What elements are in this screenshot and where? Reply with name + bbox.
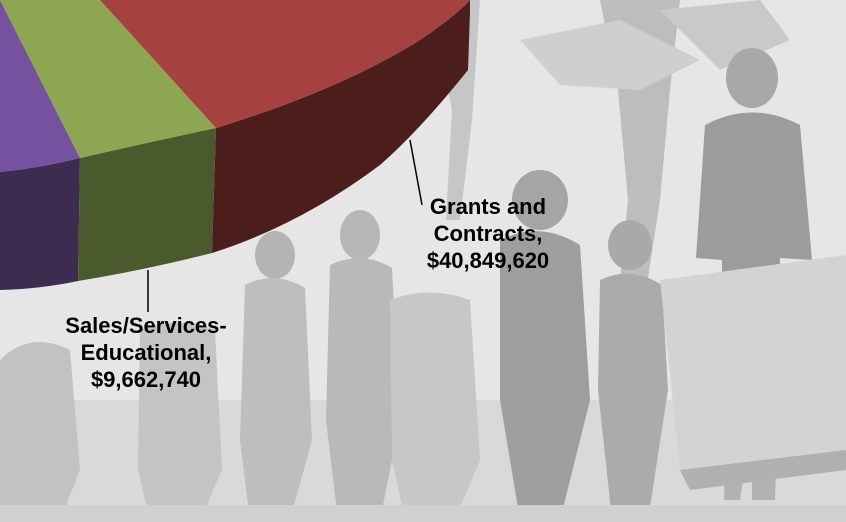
data-label-sales: Sales/Services- Educational, $9,662,740	[52, 312, 240, 393]
data-label-grants: Grants and Contracts, $40,849,620	[404, 193, 572, 274]
pie-slice-grants-side	[212, 0, 470, 253]
pie-slice-sales-side	[78, 128, 216, 281]
data-label-grants-line-2: Contracts,	[433, 221, 543, 246]
pie-slice-purple-side	[0, 158, 80, 290]
data-label-grants-line-1: Grants and	[429, 194, 547, 219]
pie-slice-sales-top	[0, 0, 216, 158]
data-label-sales-line-1: Sales/Services-	[65, 313, 227, 338]
leader-line-grants	[409, 139, 423, 206]
data-label-sales-line-3: $9,662,740	[90, 367, 202, 392]
data-label-grants-line-3: $40,849,620	[426, 248, 550, 273]
data-label-sales-line-2: Educational,	[80, 340, 212, 365]
pie-chart	[0, 0, 470, 290]
pie-slice-purple-top	[0, 0, 80, 172]
pie-slice-grants-top	[100, 0, 470, 128]
